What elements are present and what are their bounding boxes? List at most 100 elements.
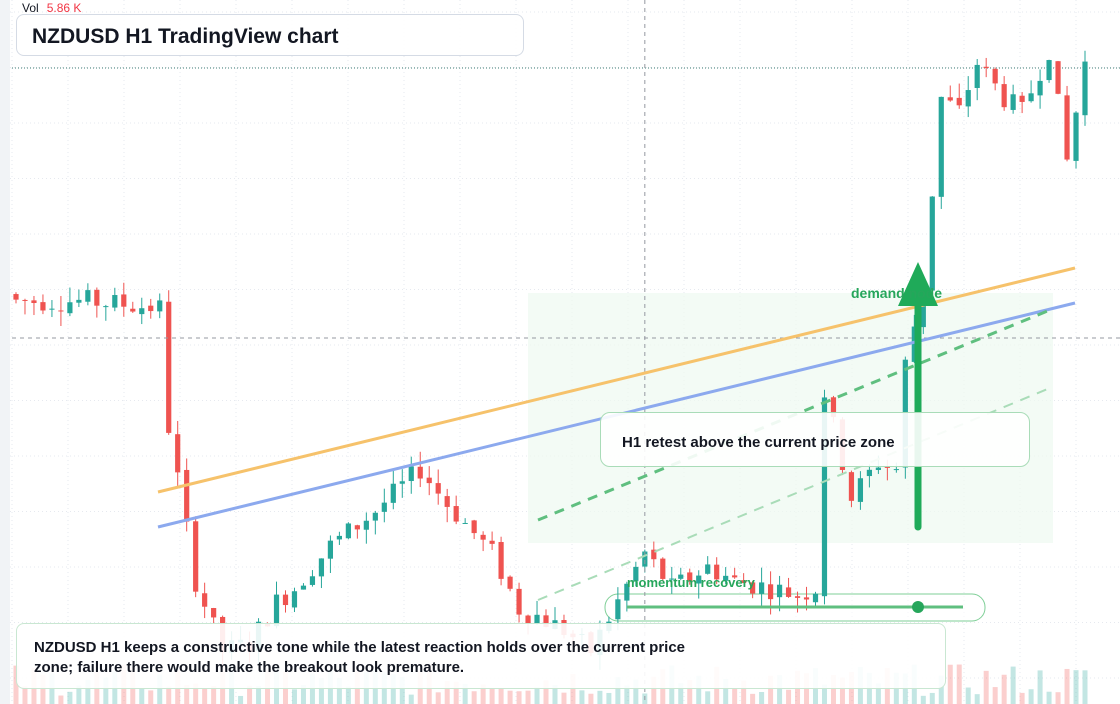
candle — [58, 296, 64, 327]
candle — [175, 420, 181, 488]
candle — [139, 297, 145, 325]
volume-bar — [821, 684, 827, 704]
candle — [94, 287, 100, 318]
candle — [103, 304, 109, 321]
candle-body — [94, 289, 100, 306]
candle-body — [354, 525, 360, 530]
candle — [336, 531, 342, 545]
candle-body — [615, 599, 621, 620]
momentum-marker — [912, 601, 924, 613]
volume-bar — [651, 676, 657, 704]
candle-body — [462, 522, 468, 524]
volume-bar — [211, 686, 217, 704]
volume-bar — [193, 683, 199, 704]
candle-body — [1028, 93, 1034, 102]
candle — [785, 577, 792, 598]
candle-body — [776, 584, 783, 598]
volume-bar — [58, 695, 64, 704]
candle-body — [498, 542, 504, 579]
candle — [354, 524, 360, 539]
volume-bar — [588, 693, 594, 704]
candle-body — [911, 326, 917, 362]
candle-body — [938, 96, 944, 197]
candle-body — [67, 302, 73, 314]
candle-body — [884, 466, 890, 468]
volume-bar — [938, 675, 944, 704]
candle-body — [202, 593, 208, 607]
candle — [85, 283, 91, 306]
candle — [705, 556, 711, 575]
demand-node-label: demand node — [851, 285, 943, 301]
candle-body — [956, 97, 962, 106]
candle — [435, 469, 441, 505]
candle-body — [893, 469, 899, 471]
volume-bar — [399, 676, 405, 704]
candle-body — [435, 483, 441, 494]
price-scale-edge — [0, 0, 10, 704]
volume-bar — [920, 695, 926, 704]
volume-bar — [732, 688, 738, 704]
candle-body — [651, 549, 657, 560]
candle — [22, 298, 28, 315]
volume-bar — [579, 690, 585, 704]
volume-bar — [166, 686, 172, 704]
volume-bar — [480, 684, 486, 704]
volume-bar — [1046, 691, 1052, 704]
candle — [1046, 59, 1052, 83]
volume-bar — [202, 688, 208, 704]
candle-body — [471, 520, 477, 534]
candle — [426, 466, 432, 496]
candle — [1073, 111, 1079, 169]
volume-label: Vol — [22, 1, 39, 15]
candle-body — [1010, 94, 1016, 110]
candle-body — [812, 593, 819, 603]
volume-bar — [552, 685, 558, 704]
volume-bar — [453, 681, 459, 704]
candle-body — [22, 299, 28, 301]
volume-bar — [516, 691, 522, 704]
candle — [1037, 69, 1043, 109]
candle-body — [741, 580, 747, 584]
volume-bar — [606, 692, 612, 704]
volume-bar — [1001, 674, 1007, 704]
candle-body — [767, 584, 774, 600]
volume-bar — [300, 684, 306, 704]
candle — [678, 567, 684, 581]
candle — [696, 570, 702, 599]
candle-body — [390, 483, 396, 503]
candle-body — [309, 576, 316, 585]
candle — [345, 522, 351, 540]
candle-body — [480, 534, 486, 540]
candle — [732, 567, 738, 579]
candle-body — [49, 308, 55, 310]
candle — [273, 581, 280, 629]
candle — [300, 583, 307, 590]
volume-bar — [291, 689, 297, 704]
candle — [1001, 76, 1007, 111]
volume-bar — [67, 691, 73, 704]
volume-bar — [543, 680, 549, 704]
candle — [687, 568, 693, 585]
candle-body — [678, 574, 684, 579]
candle — [956, 83, 962, 109]
volume-bar — [1010, 666, 1016, 704]
candle — [13, 292, 19, 304]
candle-body — [336, 535, 342, 540]
candle — [498, 536, 504, 586]
candle-body — [426, 477, 432, 484]
candle-body — [1064, 95, 1070, 160]
candle-body — [687, 572, 693, 581]
volume-bar — [696, 675, 702, 704]
volume-bar — [633, 679, 639, 704]
volume-bar — [318, 678, 324, 704]
volume-bar — [723, 679, 729, 704]
volume-bar — [498, 688, 504, 704]
candle — [282, 590, 289, 613]
candle-body — [965, 90, 971, 107]
candle — [76, 289, 82, 308]
candle — [363, 512, 369, 544]
candle-body — [830, 397, 837, 418]
volume-bar — [875, 683, 881, 704]
volume-bar — [444, 680, 450, 704]
